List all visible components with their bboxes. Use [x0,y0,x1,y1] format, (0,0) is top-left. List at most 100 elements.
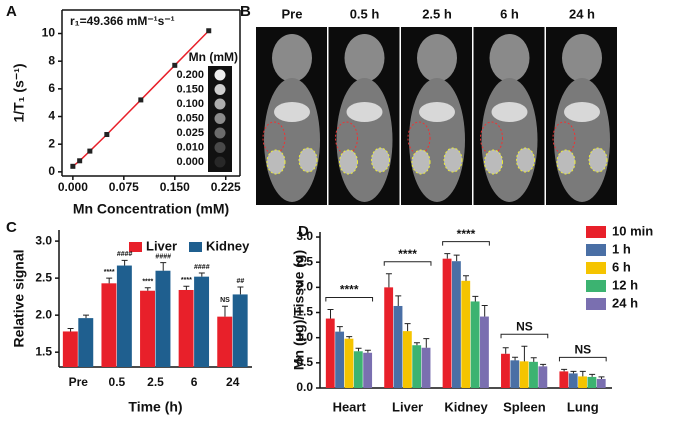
significance: **** [398,247,417,261]
error-bar [364,349,371,353]
y-tick-label: 0.0 [296,380,313,394]
error-bar [561,368,568,372]
significance: **** [181,277,192,284]
error-bar [237,286,244,295]
bar [353,351,363,388]
x-tick-label: 0.150 [160,180,190,194]
panel-letter: B [240,3,251,20]
bar [155,270,171,367]
inset-label: 0.150 [176,83,204,95]
bar [335,331,345,388]
kidney-roi [339,149,358,175]
inset-label: 0.050 [176,112,204,124]
bar [568,373,578,388]
error-bar [570,370,577,374]
bar [519,361,529,388]
x-tick-label: Lung [567,399,599,414]
error-bar [502,347,509,354]
error-bar [540,363,547,367]
mouse-head [562,34,602,82]
x-tick-label: 0.075 [109,180,139,194]
error-bar [512,356,519,361]
image-label: 6 h [500,6,519,21]
kidney-roi [556,149,576,175]
bar [451,261,461,388]
inset-sample [214,84,226,95]
bar [421,347,431,388]
x-tick-label: 6 [191,375,198,389]
error-bar [355,347,362,352]
mouse-body [554,78,610,202]
mouse-body [481,78,538,202]
y-tick-label: 2 [48,136,55,150]
x-tick-label: 2.5 [147,375,164,389]
y-tick-label: 1.5 [35,344,52,358]
significance: #### [155,253,171,260]
legend-label: 1 h [612,241,631,256]
bar [384,287,394,388]
legend-label: 10 min [612,223,653,238]
bar [442,258,452,388]
data-point [172,62,178,68]
error-bar [106,277,113,284]
kidney-roi [371,147,390,173]
legend-swatch [586,280,606,292]
annotation: r₁=49.366 mM⁻¹s⁻¹ [70,14,175,28]
kidney-roi [443,147,463,173]
bar [393,305,403,388]
mouse-head [272,34,312,82]
y-axis-label: Mn (μg)/Tissue (g) [291,250,307,370]
inset-sample [214,142,226,153]
bar [62,331,78,367]
error-bar [395,295,402,306]
bracket [325,296,374,302]
legend-swatch [586,262,606,274]
kidney-roi [411,149,431,175]
bar [559,371,569,388]
bar [461,280,471,388]
inset-label: 0.000 [176,156,204,168]
x-tick-label: Heart [333,399,367,414]
x-tick-label: Kidney [444,399,488,414]
bar [470,301,480,388]
kidney-roi [516,147,535,173]
y-tick-label: 1.5 [296,305,313,319]
data-point [104,132,110,137]
y-tick-label: 0.5 [296,355,313,369]
bar [587,376,597,388]
error-bar [327,308,334,319]
error-bar [198,272,205,277]
mouse-head [489,34,530,82]
image-label: Pre [282,6,303,21]
organ-bright [346,102,383,122]
x-axis-label: Mn Concentration (mM) [73,201,229,217]
legend-swatch [586,244,606,256]
y-tick-label: 3.0 [35,233,52,247]
bar [538,366,548,388]
x-tick-label: Pre [69,375,89,389]
y-axis-label: Relative signal [11,249,27,347]
inset-sample [214,98,226,110]
significance: ## [237,278,245,285]
significance: NS [220,297,230,304]
bracket [383,261,432,266]
y-tick-label: 1.0 [296,330,313,344]
legend-label: 12 h [612,277,638,292]
error-bar [423,338,430,348]
significance: **** [340,283,359,297]
inset-sample [214,69,226,81]
x-tick-label: Liver [392,399,423,414]
bar [325,318,335,388]
error-bar [589,373,596,377]
x-tick-label: 24 [226,375,240,389]
y-tick-label: 0 [48,164,55,178]
bar [501,353,510,388]
data-point [77,158,83,164]
bracket [558,356,607,362]
bar [78,318,94,367]
error-bar [598,376,605,379]
significance: NS [516,319,533,333]
inset-label: 0.200 [176,69,204,81]
